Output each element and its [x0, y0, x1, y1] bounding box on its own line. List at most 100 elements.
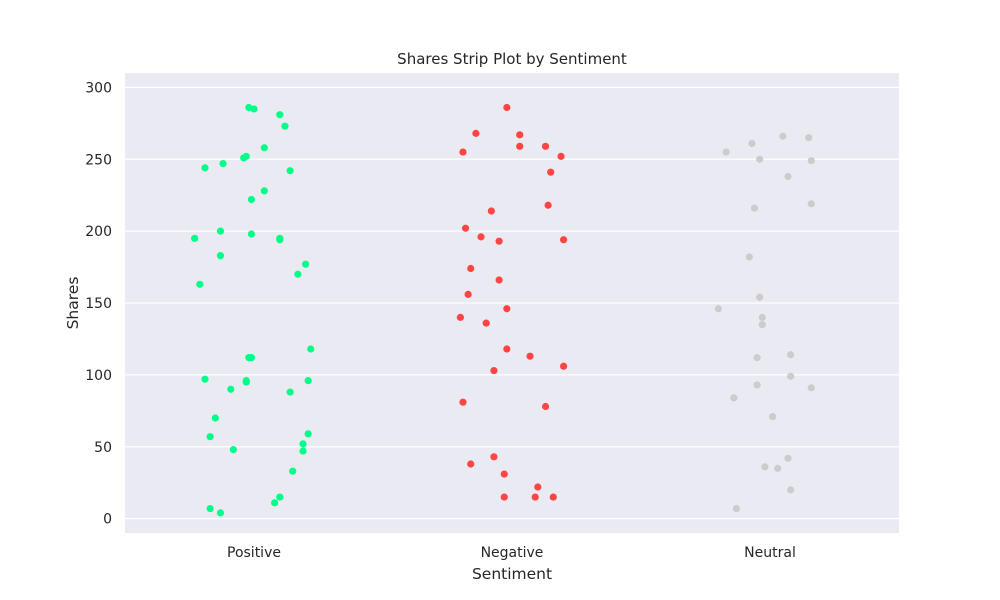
data-point	[477, 233, 485, 241]
data-point	[467, 460, 475, 468]
data-point	[206, 433, 214, 441]
data-point	[482, 319, 490, 327]
data-point	[544, 201, 552, 209]
data-point	[779, 132, 787, 140]
data-point	[299, 447, 307, 455]
data-point	[304, 430, 312, 438]
data-point	[495, 276, 503, 284]
data-point	[807, 384, 815, 392]
data-point	[211, 414, 219, 422]
data-point	[304, 377, 312, 385]
data-point	[805, 134, 813, 142]
data-point	[500, 493, 508, 501]
data-point	[461, 224, 470, 232]
data-point	[299, 440, 307, 448]
data-point	[722, 148, 730, 156]
y-tick-label: 300	[85, 80, 112, 96]
data-point	[541, 402, 550, 411]
data-point	[750, 204, 759, 212]
data-point	[281, 122, 289, 130]
data-point	[294, 270, 302, 278]
y-axis-label: Shares	[64, 277, 82, 330]
x-axis-label: Sentiment	[472, 565, 552, 583]
data-point	[240, 154, 248, 162]
data-point	[807, 157, 815, 165]
data-point	[784, 454, 792, 462]
data-point	[807, 200, 815, 208]
data-point	[201, 375, 209, 383]
data-point	[242, 378, 250, 386]
y-tick-label: 0	[103, 512, 112, 528]
data-point	[286, 388, 294, 396]
data-point	[784, 172, 792, 181]
data-point	[549, 493, 557, 501]
data-point	[560, 362, 568, 370]
data-point	[490, 366, 498, 375]
data-point	[276, 111, 284, 119]
y-tick-label: 200	[85, 224, 112, 240]
data-point	[714, 305, 723, 313]
data-point	[276, 236, 284, 244]
x-tick-label: Negative	[481, 545, 544, 561]
data-point	[307, 345, 315, 353]
data-point	[560, 236, 568, 244]
data-point	[229, 446, 237, 454]
data-point	[201, 164, 209, 172]
data-point	[761, 463, 769, 471]
series-positive	[191, 103, 315, 517]
data-point	[753, 381, 761, 389]
data-point	[534, 483, 542, 491]
data-point	[227, 385, 235, 393]
x-tick-label: Positive	[227, 545, 281, 561]
data-point	[456, 313, 464, 321]
data-point	[758, 320, 766, 329]
data-point	[245, 354, 253, 362]
data-point	[787, 486, 795, 494]
x-tick-label: Neutral	[744, 545, 796, 561]
data-point	[768, 412, 777, 421]
data-point	[216, 227, 225, 235]
data-point	[260, 144, 268, 152]
data-point	[732, 504, 741, 513]
data-point	[302, 260, 310, 268]
data-point	[216, 509, 225, 517]
series-neutral	[714, 132, 815, 513]
data-point	[787, 351, 795, 359]
data-point	[191, 234, 199, 242]
data-point	[459, 148, 467, 156]
data-point	[467, 264, 475, 273]
data-point	[500, 470, 508, 478]
data-point	[756, 155, 764, 163]
x-tick-labels: Positive Negative Neutral	[227, 545, 796, 561]
data-point	[526, 352, 534, 360]
data-point	[547, 168, 555, 176]
data-point	[774, 464, 782, 472]
data-point	[503, 103, 511, 112]
data-point	[260, 187, 268, 195]
data-point	[503, 305, 511, 313]
data-point	[753, 354, 761, 362]
data-point	[247, 230, 256, 238]
data-point	[289, 467, 297, 475]
data-point	[250, 105, 258, 113]
data-point	[557, 152, 565, 160]
data-point	[459, 398, 467, 406]
data-point	[490, 453, 498, 461]
data-point	[271, 499, 279, 507]
data-point	[787, 372, 795, 380]
data-point	[745, 253, 753, 261]
y-tick-label: 150	[85, 296, 112, 312]
data-point	[730, 394, 738, 402]
data-point	[756, 293, 764, 301]
y-tick-labels: 0 50 100 150 200 250 300	[85, 80, 112, 527]
data-point	[487, 207, 495, 215]
data-point	[541, 142, 550, 150]
data-point	[216, 251, 225, 260]
y-tick-label: 50	[94, 440, 112, 456]
data-point	[196, 280, 204, 288]
chart-title: Shares Strip Plot by Sentiment	[397, 50, 627, 68]
data-point	[206, 504, 214, 513]
data-point	[464, 290, 472, 298]
data-point	[758, 313, 766, 321]
data-point	[516, 131, 524, 139]
